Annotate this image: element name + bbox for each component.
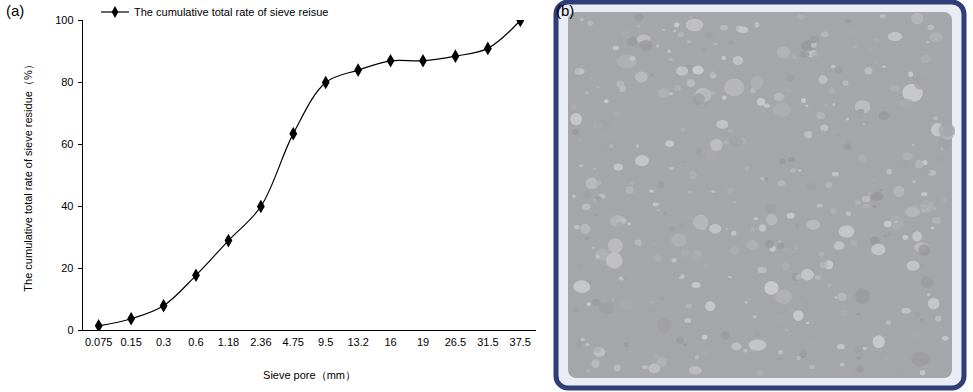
html-text:(b): (b) [556,2,575,19]
svg-text:0.3: 0.3 [156,336,171,348]
svg-text:Sieve pore（mm）: Sieve pore（mm） [263,369,356,381]
svg-text:0.15: 0.15 [120,336,141,348]
svg-text:37.5: 37.5 [510,336,531,348]
svg-text:16: 16 [384,336,396,348]
svg-text:20: 20 [61,262,73,274]
svg-text:4.75: 4.75 [283,336,304,348]
svg-text:19: 19 [417,336,429,348]
svg-text:40: 40 [61,200,73,212]
svg-text:60: 60 [61,138,73,150]
svg-text:80: 80 [61,76,73,88]
svg-text:9.5: 9.5 [318,336,333,348]
svg-text:26.5: 26.5 [445,336,466,348]
svg-text:The cumulative total rate of s: The cumulative total rate of sieve resid… [22,59,34,291]
svg-text:0.075: 0.075 [85,336,113,348]
svg-text:0.6: 0.6 [188,336,203,348]
svg-text:100: 100 [55,14,73,26]
svg-text:13.2: 13.2 [347,336,368,348]
html-text:The cumulative total rate of s: The cumulative total rate of sieve reisu… [134,6,329,18]
svg-text:1.18: 1.18 [218,336,239,348]
html-text:(a): (a) [6,2,25,19]
svg-text:0: 0 [67,324,73,336]
svg-text:2.36: 2.36 [250,336,271,348]
svg-text:31.5: 31.5 [477,336,498,348]
